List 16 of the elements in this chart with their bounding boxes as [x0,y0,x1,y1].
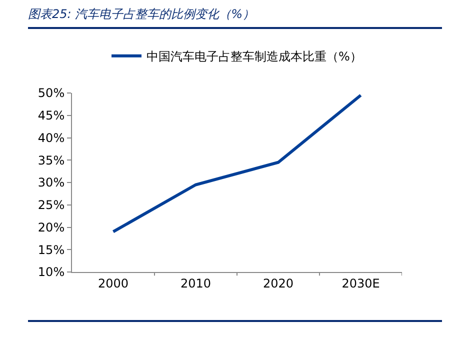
y-tick-label: 50% [38,86,65,100]
legend-label: 中国汽车电子占整车制造成本比重（%） [146,50,362,64]
y-tick-label: 20% [38,220,65,234]
y-tick-label: 35% [38,153,65,168]
y-tick-label: 40% [38,130,65,145]
x-tick-label: 2010 [180,276,212,290]
x-tick-label: 2000 [98,276,129,290]
y-tick-label: 25% [38,198,65,212]
x-tick-label: 2030E [342,276,380,290]
y-tick-label: 45% [38,108,65,123]
y-tick-label: 15% [38,242,65,257]
y-tick-label: 10% [38,265,65,280]
y-tick-label: 30% [38,176,65,190]
x-tick-label: 2020 [262,276,294,290]
chart-title: 图表25: 汽车电子占整车的比例变化（%） [28,6,442,29]
line-series [112,94,362,234]
